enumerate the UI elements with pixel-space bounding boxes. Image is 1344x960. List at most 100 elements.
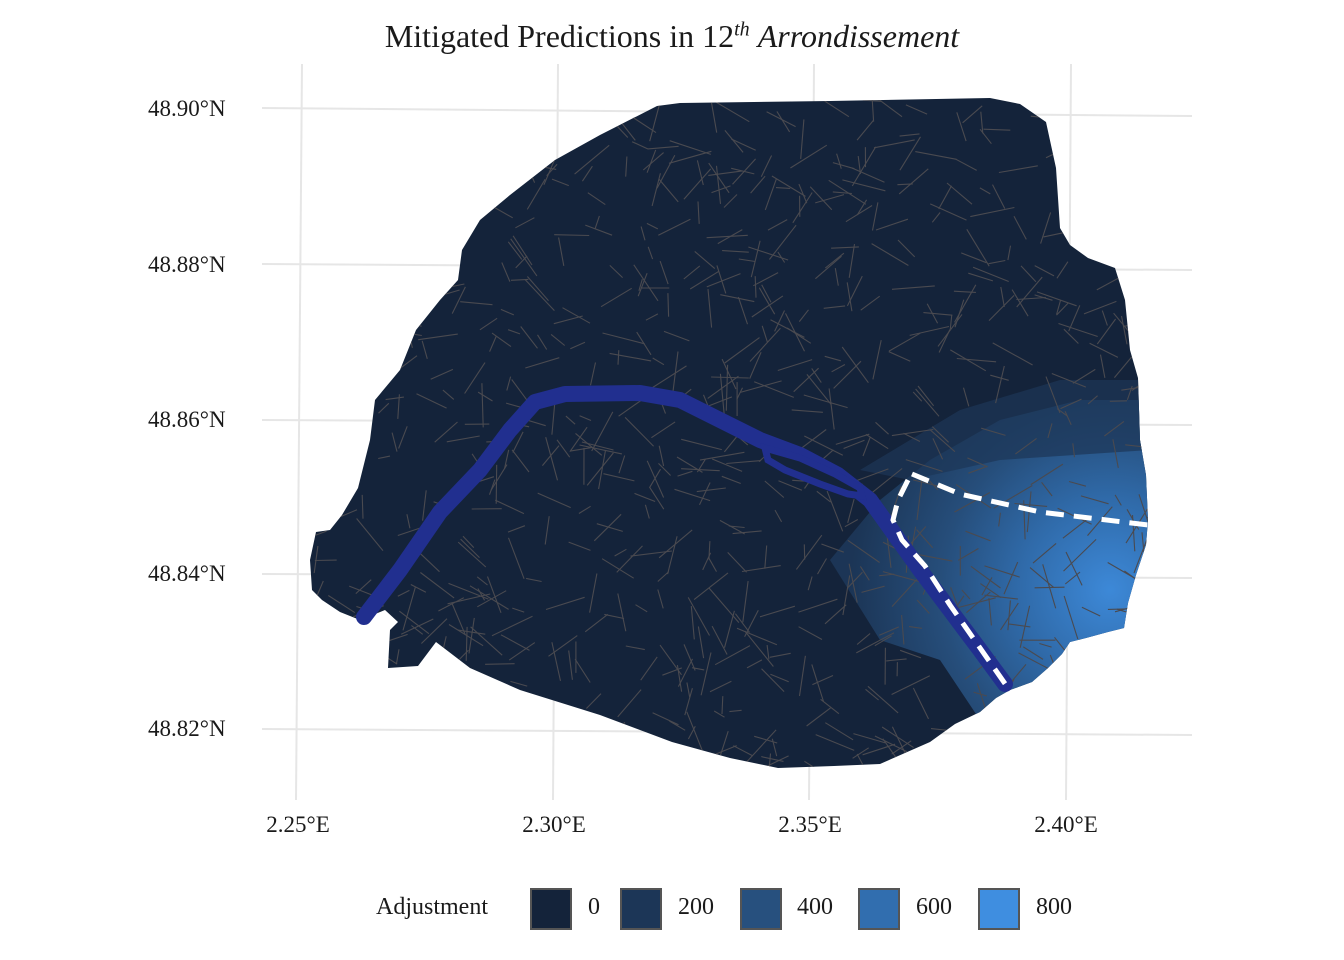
street-segment bbox=[897, 183, 913, 186]
street-segment bbox=[355, 579, 372, 595]
street-segment bbox=[955, 158, 977, 171]
street-segment bbox=[1127, 166, 1131, 209]
legend-label-800: 800 bbox=[1036, 894, 1072, 920]
street-segment bbox=[711, 458, 743, 472]
street-segment bbox=[753, 272, 779, 287]
street-segment bbox=[733, 745, 754, 757]
street-segment bbox=[874, 735, 908, 753]
street-segment bbox=[311, 115, 321, 154]
street-segment bbox=[966, 229, 990, 267]
street-segment bbox=[349, 685, 368, 714]
adjustment-light-zone bbox=[860, 380, 1148, 480]
street-segment bbox=[764, 480, 785, 498]
street-segment bbox=[961, 589, 971, 600]
street-segment bbox=[1072, 443, 1076, 458]
street-segment bbox=[856, 633, 871, 645]
street-segment bbox=[617, 593, 627, 632]
street-segment bbox=[1088, 114, 1099, 132]
street-segment bbox=[1049, 654, 1065, 692]
street-segment bbox=[923, 312, 953, 316]
street-segment bbox=[325, 237, 339, 258]
street-segment bbox=[400, 618, 434, 635]
y-tick-label: 48.88°N bbox=[148, 252, 226, 277]
street-segment bbox=[471, 189, 477, 206]
street-segment bbox=[558, 237, 565, 266]
street-segment bbox=[956, 357, 997, 363]
street-segment bbox=[369, 238, 384, 250]
street-segment bbox=[429, 117, 434, 146]
street-segment bbox=[461, 749, 495, 768]
street-segment bbox=[949, 314, 953, 330]
street-segment bbox=[310, 437, 317, 456]
street-segment bbox=[330, 463, 349, 492]
street-segment bbox=[551, 642, 562, 682]
street-segment bbox=[378, 217, 414, 246]
street-segment bbox=[461, 732, 474, 768]
street-segment bbox=[402, 306, 413, 349]
street-segment bbox=[603, 473, 635, 482]
street-segment bbox=[327, 231, 333, 276]
street-segment bbox=[1120, 238, 1147, 257]
street-segment bbox=[630, 550, 672, 557]
street-segment bbox=[1141, 98, 1148, 110]
street-segment bbox=[709, 680, 732, 693]
street-segment bbox=[732, 530, 762, 535]
street-segment bbox=[430, 368, 454, 380]
street-segment bbox=[687, 725, 696, 740]
street-segment bbox=[684, 688, 693, 716]
street-segment bbox=[310, 630, 323, 641]
street-segment bbox=[979, 187, 991, 195]
street-segment bbox=[362, 208, 408, 220]
street-segment bbox=[711, 376, 749, 379]
street-segment bbox=[373, 330, 405, 348]
street-segment bbox=[717, 229, 743, 245]
title-prefix: Mitigated Predictions in 12 bbox=[384, 18, 735, 54]
street-segment bbox=[1054, 636, 1066, 651]
street-segment bbox=[1136, 288, 1148, 296]
street-segment bbox=[937, 314, 963, 347]
street-segment bbox=[901, 615, 905, 645]
street-segment bbox=[346, 625, 378, 630]
street-segment bbox=[427, 691, 458, 705]
street-segment bbox=[647, 145, 679, 150]
street-segment bbox=[1113, 312, 1132, 334]
street-segment bbox=[981, 427, 1006, 436]
street-segment bbox=[485, 663, 515, 665]
street-segment bbox=[649, 102, 661, 142]
y-tick-label: 48.82°N bbox=[148, 716, 226, 741]
street-segment bbox=[319, 214, 324, 236]
street-segment bbox=[729, 709, 742, 713]
street-segment bbox=[777, 251, 786, 263]
street-segment bbox=[462, 535, 475, 548]
street-segment bbox=[1122, 215, 1142, 226]
street-segment bbox=[760, 155, 773, 177]
street-segment bbox=[378, 721, 408, 759]
street-segment bbox=[624, 417, 654, 447]
street-segment bbox=[479, 317, 498, 331]
street-segment bbox=[649, 486, 665, 510]
street-segment bbox=[279, 488, 304, 510]
street-segment bbox=[548, 140, 581, 147]
street-segment bbox=[631, 141, 649, 150]
street-segment bbox=[875, 421, 889, 435]
street-segment bbox=[310, 422, 324, 434]
street-segment bbox=[1139, 763, 1148, 768]
street-segment bbox=[444, 729, 463, 752]
street-segment bbox=[998, 512, 1001, 527]
street-segment bbox=[897, 239, 916, 258]
street-segment bbox=[1113, 708, 1138, 742]
street-segment bbox=[734, 613, 750, 633]
street-segment bbox=[714, 100, 750, 123]
street-segment bbox=[842, 179, 886, 192]
adjustment-gradient-zone bbox=[830, 400, 1148, 720]
street-segment bbox=[916, 599, 930, 614]
street-segment bbox=[774, 509, 783, 523]
street-segment bbox=[343, 345, 350, 392]
street-segment bbox=[847, 571, 863, 588]
street-segment bbox=[1126, 385, 1133, 400]
street-segment bbox=[1086, 122, 1103, 154]
legend-label-200: 200 bbox=[678, 894, 714, 920]
street-segment bbox=[318, 688, 351, 719]
street-segment bbox=[843, 439, 865, 450]
street-segment bbox=[442, 389, 455, 400]
